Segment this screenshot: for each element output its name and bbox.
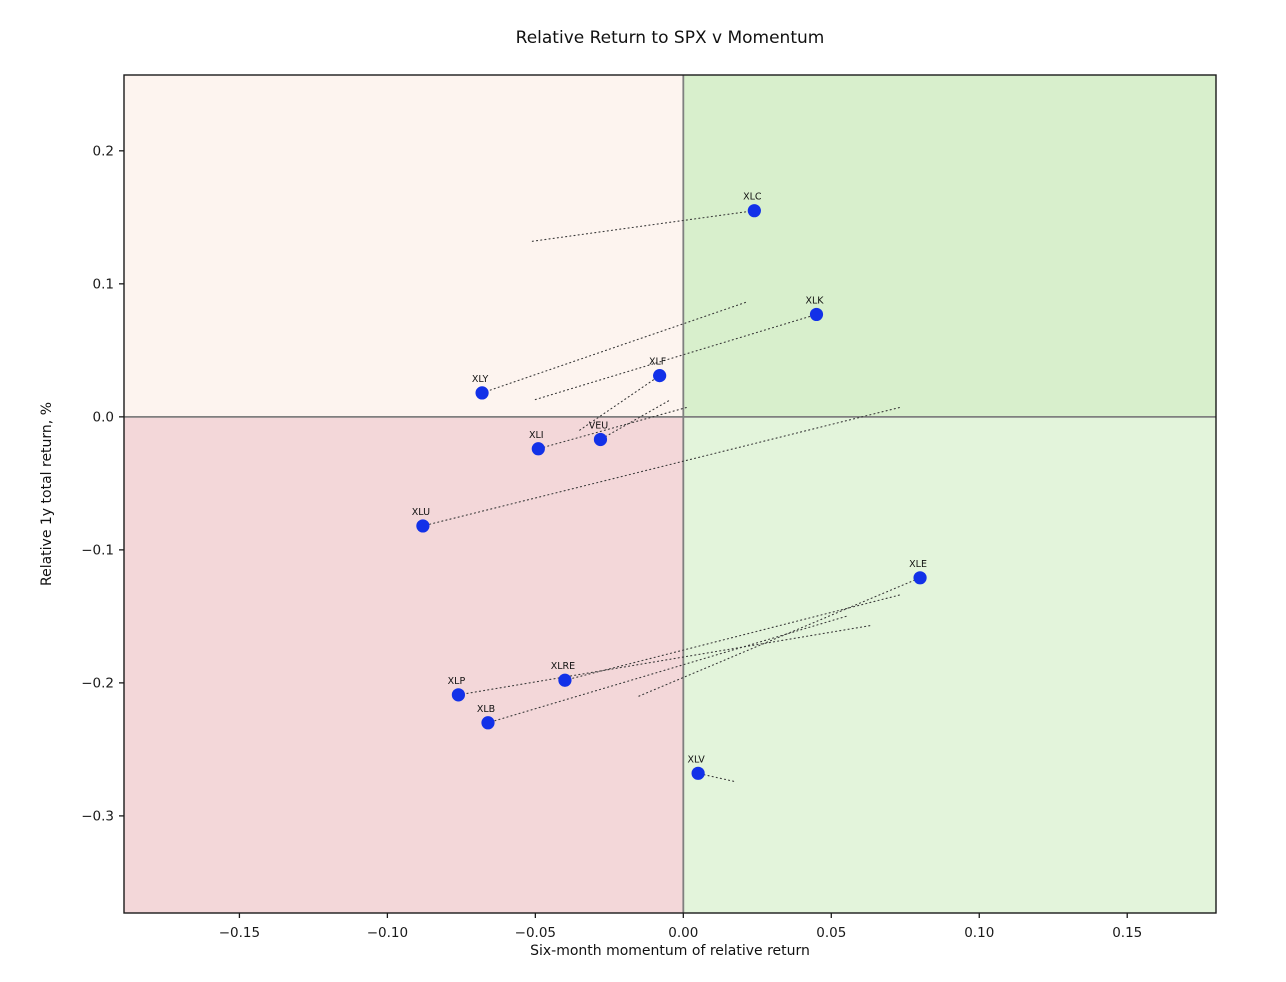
point-XLF bbox=[653, 369, 667, 383]
x-tick-label: 0.15 bbox=[1112, 925, 1142, 941]
point-label-XLRE: XLRE bbox=[551, 661, 575, 672]
point-VEU bbox=[593, 432, 608, 447]
point-XLP bbox=[451, 688, 466, 702]
point-label-XLE: XLE bbox=[909, 559, 927, 570]
x-tick-label: −0.05 bbox=[515, 925, 556, 941]
chart-title: Relative Return to SPX v Momentum bbox=[515, 28, 825, 48]
y-axis-label: Relative 1y total return, % bbox=[39, 401, 55, 587]
trail-XLF bbox=[579, 375, 661, 431]
x-tick-label: 0.00 bbox=[668, 925, 698, 941]
x-axis-label: Six-month momentum of relative return bbox=[530, 943, 810, 959]
point-label-XLI: XLI bbox=[529, 430, 544, 441]
x-tick-label: 0.10 bbox=[964, 925, 994, 941]
trail-XLB bbox=[487, 615, 847, 724]
y-tick-label: 0.2 bbox=[93, 144, 114, 160]
top-right-quadrant bbox=[683, 75, 1216, 417]
bottom-right-quadrant bbox=[683, 416, 1216, 913]
point-label-XLK: XLK bbox=[805, 295, 824, 306]
point-XLY bbox=[475, 386, 489, 400]
point-label-XLB: XLB bbox=[477, 704, 495, 715]
point-XLRE bbox=[558, 673, 572, 687]
point-label-XLC: XLC bbox=[743, 192, 762, 203]
point-XLV bbox=[691, 766, 705, 780]
plot-border bbox=[123, 74, 1217, 914]
trail-XLY bbox=[481, 301, 747, 394]
top-left-quadrant bbox=[124, 75, 684, 417]
trail-VEU bbox=[599, 400, 670, 441]
y-tick-label: −0.1 bbox=[81, 543, 114, 559]
point-label-XLV: XLV bbox=[687, 754, 705, 765]
point-XLK bbox=[809, 307, 824, 322]
point-XLI bbox=[531, 442, 545, 456]
point-XLE bbox=[913, 571, 927, 585]
y-tick-label: 0.1 bbox=[93, 277, 114, 293]
point-XLC bbox=[747, 204, 761, 218]
trail-XLRE bbox=[564, 594, 900, 681]
point-label-XLF: XLF bbox=[649, 357, 666, 368]
trail-XLE bbox=[638, 577, 921, 697]
y-tick-label: 0.0 bbox=[93, 410, 114, 426]
x-tick-label: −0.15 bbox=[219, 925, 260, 941]
point-label-XLU: XLU bbox=[412, 507, 430, 518]
x-tick-label: 0.05 bbox=[816, 925, 846, 941]
y-tick-label: −0.2 bbox=[81, 676, 114, 692]
trail-XLK bbox=[534, 313, 818, 401]
bottom-left-quadrant bbox=[124, 416, 684, 913]
point-label-XLP: XLP bbox=[448, 676, 466, 687]
y-tick-label: −0.3 bbox=[81, 809, 114, 825]
trail-XLC bbox=[531, 210, 755, 242]
trail-XLI bbox=[537, 406, 687, 450]
point-XLU bbox=[416, 519, 430, 533]
x-tick-label: −0.10 bbox=[367, 925, 408, 941]
point-label-VEU: VEU bbox=[589, 420, 609, 431]
point-XLB bbox=[481, 716, 495, 730]
point-label-XLY: XLY bbox=[472, 374, 489, 385]
